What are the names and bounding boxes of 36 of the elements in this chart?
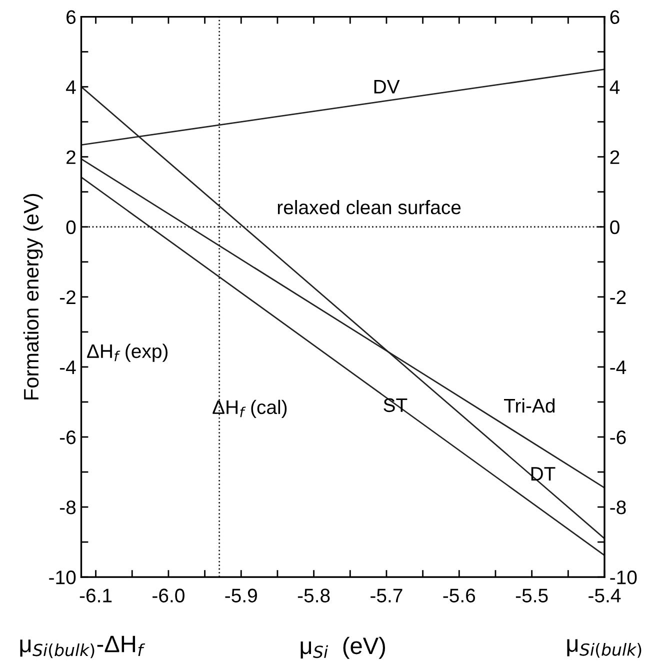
y-tick-label: 6 bbox=[66, 10, 76, 24]
x-tick-label: -5.4 bbox=[588, 588, 621, 602]
y2-tick-label: 0 bbox=[610, 220, 620, 234]
text: μ$_{Si(bulk)}$ bbox=[567, 639, 642, 658]
x-tick-label: -5.8 bbox=[298, 588, 330, 602]
text: μ$_{Si(bulk)}$-ΔH$_{f}$ bbox=[20, 636, 146, 658]
y2-tick-label: -4 bbox=[610, 360, 626, 374]
x-tick-label: -5.6 bbox=[443, 588, 476, 602]
y-tick-label: 4 bbox=[66, 80, 76, 94]
y-axis-title: Formation energy (eV) bbox=[23, 194, 43, 400]
y-tick-label: 2 bbox=[66, 150, 76, 164]
y2-tick-label: 6 bbox=[610, 10, 620, 24]
y-tick-label: 0 bbox=[66, 220, 76, 234]
annotation: ΔH$_{f}$ (exp) bbox=[87, 344, 168, 362]
ref-line-label: relaxed clean surface bbox=[278, 200, 461, 214]
x-tick-label: -6.1 bbox=[80, 588, 112, 602]
x-tick-label: -6.0 bbox=[152, 588, 184, 602]
y2-tick-label: -2 bbox=[610, 290, 626, 304]
y2-tick-label: 2 bbox=[610, 150, 620, 164]
y-tick-label: -4 bbox=[60, 360, 76, 374]
y-tick-label: -6 bbox=[60, 430, 76, 444]
x-axis-title: μ$_{Si}$ (eV) bbox=[300, 636, 386, 659]
y2-tick-label: -10 bbox=[610, 570, 637, 584]
y2-tick-label: 4 bbox=[610, 80, 620, 94]
x-tick-label: -5.7 bbox=[370, 588, 402, 602]
y2-tick-label: -8 bbox=[610, 500, 626, 514]
series-label: Tri-Ad bbox=[504, 398, 555, 413]
x-tick-label: -5.9 bbox=[225, 588, 257, 602]
x-tick-label: -5.5 bbox=[516, 588, 548, 602]
series-label: DT bbox=[531, 467, 556, 481]
y-tick-label: -8 bbox=[60, 500, 76, 514]
y-tick-label: -2 bbox=[60, 290, 76, 304]
annotation: ΔH$_{f}$ (cal) bbox=[212, 400, 287, 418]
y2-tick-label: -6 bbox=[610, 430, 626, 444]
y-tick-label: -10 bbox=[49, 570, 76, 584]
series-label: DV bbox=[374, 80, 400, 94]
